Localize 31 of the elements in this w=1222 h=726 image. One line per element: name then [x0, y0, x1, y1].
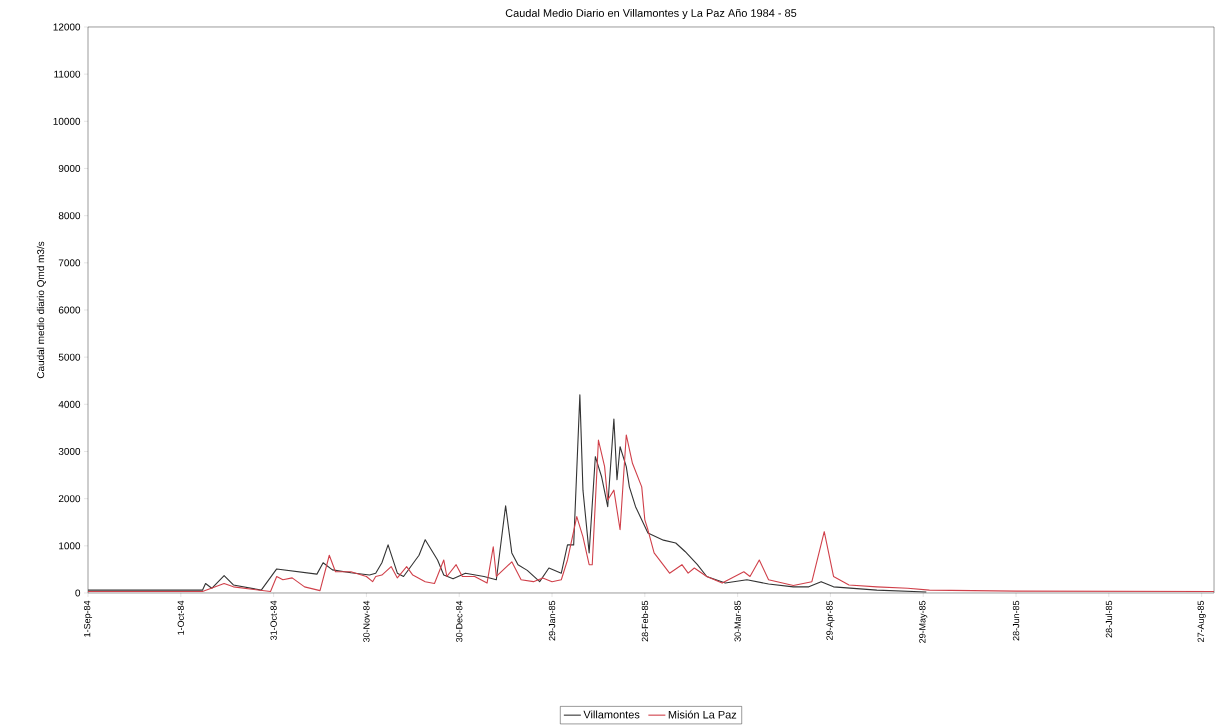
legend-label: Villamontes: [583, 710, 640, 719]
y-tick-label: 6000: [58, 306, 81, 314]
x-tick-label: 30-Mar-85: [734, 600, 741, 642]
x-tick-label: 30-Nov-84: [363, 600, 370, 643]
y-tick-label: 1000: [59, 542, 81, 550]
x-tick-label: 31-Oct-84: [270, 600, 277, 641]
x-tick-label: 29-Jan-85: [548, 600, 556, 641]
x-tick-label: 28-Jul-85: [1105, 600, 1113, 638]
y-tick-label: 2000: [58, 495, 81, 503]
x-tick-label: 29-May-85: [919, 600, 928, 643]
x-tick-label: 28-Feb-85: [641, 600, 649, 642]
x-tick-label: 1-Oct-84: [177, 600, 184, 635]
chart-title: Caudal Medio Diario en Villamontes y La Paz Año 1984 - 85: [505, 8, 797, 20]
y-tick-label: 0: [75, 589, 81, 597]
y-tick-label: 11000: [54, 70, 81, 78]
y-tick-label: 10000: [53, 117, 81, 125]
y-tick-label: 9000: [58, 164, 81, 173]
y-tick-label: 7000: [58, 259, 81, 267]
x-tick-label: 1-Sep-84: [83, 600, 93, 637]
y-tick-label: 5000: [58, 353, 81, 361]
x-tick-label: 27-Aug-85: [1197, 600, 1206, 642]
x-tick-label: 30-Dec-84: [456, 600, 463, 643]
y-tick-label: 3000: [58, 447, 81, 456]
line-series: [88, 434, 1215, 593]
y-tick-label: 12000: [53, 23, 81, 31]
y-tick-label: 4000: [58, 400, 81, 408]
y-axis-title: Caudal medio diario Qmd m3/s: [36, 241, 46, 379]
legend-label: Misión La Paz: [668, 710, 737, 719]
x-tick-label: 29-Apr-85: [826, 600, 835, 640]
y-tick-label: 8000: [58, 212, 81, 220]
x-tick-label: 28-Jun-85: [1012, 600, 1020, 641]
